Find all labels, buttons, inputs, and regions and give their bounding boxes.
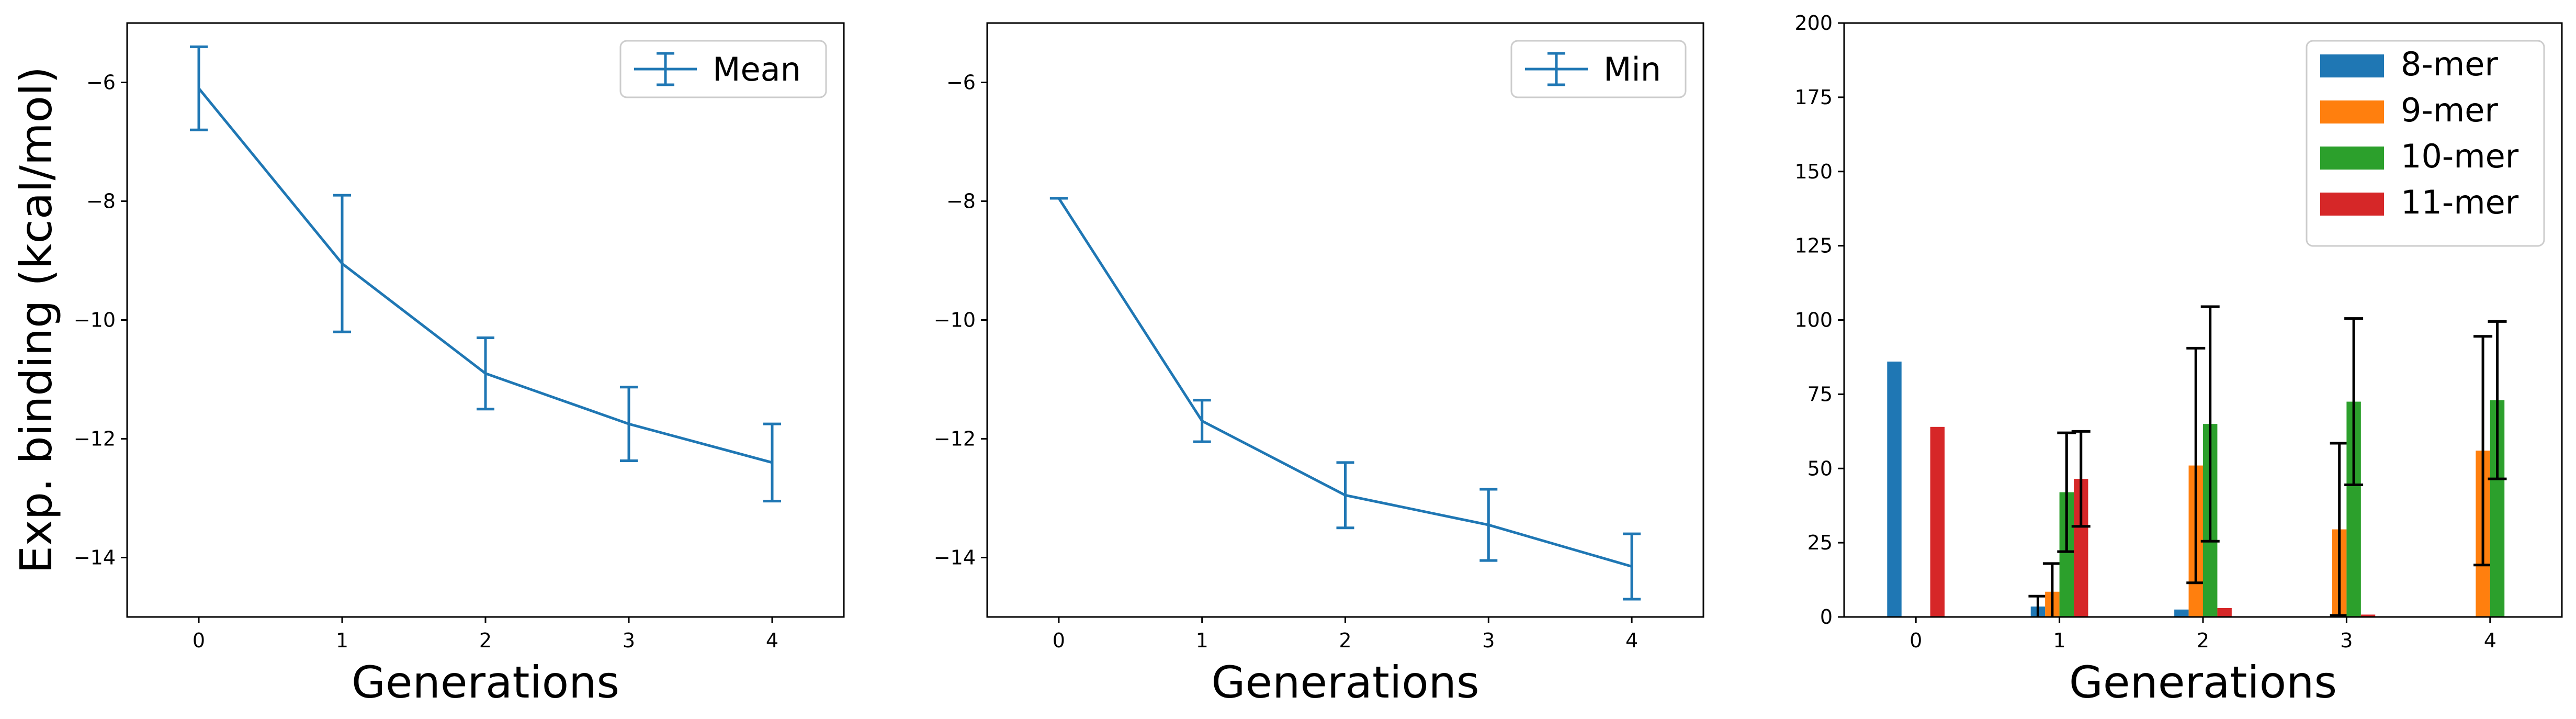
x-tick-label: 1 bbox=[1196, 629, 1208, 652]
y-axis-title: Exp. binding (kcal/mol) bbox=[10, 66, 62, 574]
y-tick-label: 100 bbox=[1794, 309, 1833, 332]
x-axis-title: Generations bbox=[352, 657, 619, 708]
bar bbox=[2360, 614, 2376, 617]
error-bar bbox=[2186, 346, 2206, 585]
error-bar bbox=[2071, 430, 2091, 528]
legend-errorbar-swatch bbox=[634, 52, 697, 86]
error-bar bbox=[2200, 305, 2220, 543]
error-bar bbox=[477, 336, 494, 411]
legend-label: 8-mer bbox=[2401, 45, 2498, 83]
legend: 8-mer 9-mer 10-mer 11-mer bbox=[2306, 40, 2545, 247]
bar bbox=[1930, 426, 1945, 617]
error-bar bbox=[2344, 317, 2364, 486]
chart-panel-3: 0 1 2 3 4 0 25 50 75 100 125 150 175 200 Generations 8-… bbox=[1794, 12, 2563, 708]
error-bar bbox=[763, 422, 781, 503]
legend-swatch bbox=[2320, 100, 2384, 123]
x-tick-label: 3 bbox=[2340, 629, 2353, 652]
y-tick-label: −12 bbox=[74, 428, 116, 451]
error-bar bbox=[2488, 320, 2507, 480]
y-tick-label: −8 bbox=[946, 190, 976, 213]
legend: Mean bbox=[619, 40, 827, 98]
error-bar bbox=[190, 45, 208, 131]
y-tick-label: 125 bbox=[1794, 234, 1833, 257]
y-tick-label: −14 bbox=[934, 546, 976, 569]
x-tick-label: 0 bbox=[193, 629, 205, 652]
bar bbox=[1887, 361, 1902, 617]
y-tick-label: −8 bbox=[86, 190, 116, 213]
legend-label: Min bbox=[1603, 50, 1661, 88]
error-bar bbox=[1479, 488, 1498, 562]
legend-label: 9-mer bbox=[2401, 91, 2498, 129]
x-tick-label: 3 bbox=[623, 629, 635, 652]
legend-label: Mean bbox=[713, 50, 801, 88]
x-tick-label: 1 bbox=[2053, 629, 2066, 652]
legend-swatch bbox=[2320, 193, 2384, 216]
x-tick-label: 3 bbox=[1482, 629, 1495, 652]
y-tick-label: −10 bbox=[74, 309, 116, 332]
y-tick-label: 150 bbox=[1794, 160, 1833, 183]
y-tick-label: −12 bbox=[934, 428, 976, 451]
chart-panel-2: 0 1 2 3 4 −14 −12 −10 −8 −6 Generations Min bbox=[934, 22, 1704, 708]
y-tick-label: −6 bbox=[946, 71, 976, 94]
legend-swatch bbox=[2320, 54, 2384, 77]
legend-box bbox=[1510, 40, 1687, 98]
bar bbox=[2174, 609, 2189, 617]
error-bar bbox=[620, 386, 638, 462]
error-bar bbox=[1336, 461, 1354, 530]
chart-panel-1: 0 1 2 3 4 −14 −12 −10 −8 −6 Generations Exp. bindin… bbox=[10, 22, 845, 708]
legend-label: 11-mer bbox=[2401, 183, 2519, 221]
x-tick-label: 1 bbox=[336, 629, 348, 652]
axes-frame bbox=[126, 22, 845, 618]
x-tick-label: 4 bbox=[1625, 629, 1638, 652]
legend-errorbar-swatch bbox=[1525, 52, 1588, 86]
y-tick-label: −10 bbox=[934, 309, 976, 332]
error-bar bbox=[333, 194, 351, 333]
y-tick-label: 50 bbox=[1807, 457, 1833, 480]
y-tick-label: 25 bbox=[1807, 531, 1833, 554]
y-tick-label: 175 bbox=[1794, 86, 1833, 109]
x-tick-label: 0 bbox=[1910, 629, 1922, 652]
y-tick-label: 0 bbox=[1820, 605, 1833, 628]
y-tick-label: 200 bbox=[1794, 12, 1833, 35]
axes-frame bbox=[1843, 22, 2563, 618]
legend-label: 10-mer bbox=[2401, 137, 2519, 175]
error-bar bbox=[1193, 399, 1211, 443]
error-bar bbox=[2330, 442, 2349, 617]
x-tick-label: 4 bbox=[766, 629, 778, 652]
legend-box bbox=[619, 40, 827, 98]
x-tick-label: 2 bbox=[2197, 629, 2209, 652]
x-tick-label: 4 bbox=[2484, 629, 2496, 652]
error-bar bbox=[2028, 594, 2048, 617]
error-bar bbox=[2042, 562, 2062, 617]
x-tick-label: 2 bbox=[1339, 629, 1351, 652]
y-tick-label: −6 bbox=[86, 71, 116, 94]
error-bar bbox=[2473, 335, 2493, 567]
x-tick-label: 2 bbox=[479, 629, 492, 652]
x-axis-title: Generations bbox=[1211, 657, 1479, 708]
bar bbox=[2217, 608, 2232, 617]
error-bar bbox=[2057, 431, 2076, 553]
legend-swatch bbox=[2320, 147, 2384, 170]
error-bar bbox=[1623, 532, 1641, 601]
y-tick-label: −14 bbox=[74, 546, 116, 569]
legend: Min bbox=[1510, 40, 1687, 98]
x-axis-title: Generations bbox=[2069, 657, 2337, 708]
x-tick-label: 0 bbox=[1053, 629, 1065, 652]
axes-frame bbox=[986, 22, 1704, 618]
y-tick-label: 75 bbox=[1807, 383, 1833, 406]
